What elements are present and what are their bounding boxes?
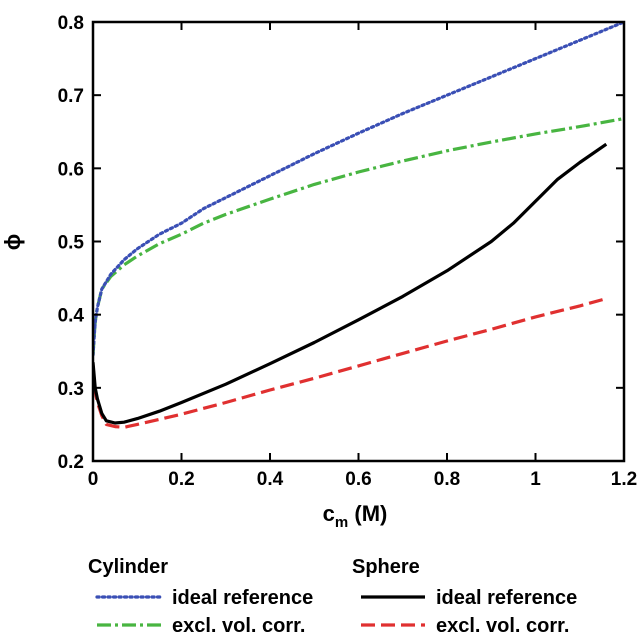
x-tick-label: 0: [88, 469, 99, 490]
x-tick-label: 0.2: [168, 469, 194, 490]
y-tick-label: 0.7: [58, 86, 84, 107]
x-tick-label: 1: [530, 469, 541, 490]
y-axis-label: ϕ: [0, 234, 25, 251]
plot-area: [93, 22, 624, 429]
y-tick-label: 0.2: [58, 452, 84, 473]
series-line-sphere-ideal-reference: [93, 142, 608, 425]
legend-label-sphere-1: excl. vol. corr.: [436, 615, 569, 637]
axes: 0 0.2 0.4 0.6 0.8 1 1.20.20.30.40.50.60.70.8cm…: [0, 13, 637, 531]
y-tick-label: 0.3: [58, 379, 84, 400]
y-tick-label: 0.8: [58, 13, 84, 34]
x-tick-label: 0.8: [434, 469, 460, 490]
x-axis-label-main: c: [323, 501, 335, 526]
legend-label-cylinder-0: ideal reference: [172, 587, 313, 609]
x-tick-label: 1.2: [611, 469, 637, 490]
x-tick-label: 0.4: [257, 469, 284, 490]
legend-label-sphere-0: ideal reference: [436, 587, 577, 609]
x-axis-label: cm (M): [323, 501, 388, 531]
y-tick-label: 0.6: [58, 159, 84, 180]
legend-title-sphere: Sphere: [352, 556, 420, 578]
legend-label-cylinder-1: excl. vol. corr.: [172, 615, 305, 637]
y-tick-label: 0.4: [58, 306, 85, 327]
x-axis-label-subscript: m: [335, 514, 348, 531]
y-tick-label: 0.5: [58, 233, 85, 254]
x-tick-label: 0.6: [345, 469, 371, 490]
series-line-cylinder-ideal-reference: [93, 22, 624, 357]
plot-frame: [91, 20, 626, 463]
x-axis-label-unit: (M): [348, 501, 387, 526]
legend-title-cylinder: Cylinder: [88, 556, 168, 578]
